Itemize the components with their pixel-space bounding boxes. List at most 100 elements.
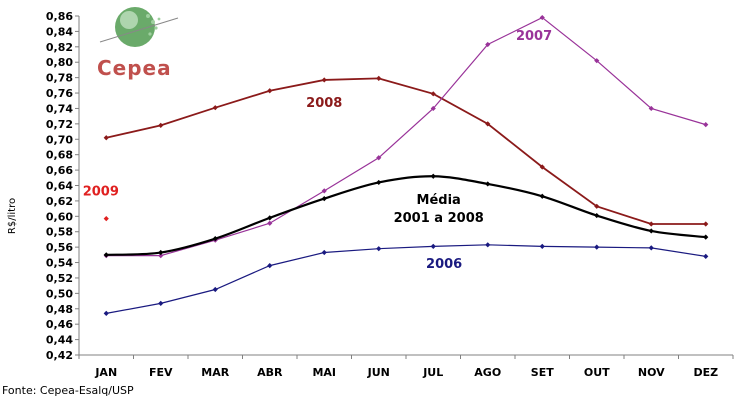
cepea-logo: Cepea	[97, 7, 179, 80]
data-point	[376, 246, 382, 252]
data-point	[485, 41, 491, 48]
x-tick-label: JUN	[367, 366, 390, 379]
y-tick-label: 0,86	[46, 10, 73, 23]
series-line	[106, 175, 706, 256]
y-tick-label: 0,42	[46, 349, 73, 362]
data-point	[485, 121, 491, 127]
y-axis-label: R$/litro	[7, 198, 18, 234]
data-point	[321, 249, 327, 256]
x-tick-label: AGO	[474, 366, 501, 379]
x-tick-label: JAN	[94, 366, 117, 379]
data-point	[539, 243, 545, 249]
series-2009	[103, 216, 109, 222]
data-point	[594, 212, 600, 219]
data-point	[648, 221, 654, 227]
logo-text: Cepea	[97, 56, 172, 80]
y-tick-label: 0,70	[46, 133, 73, 146]
x-tick-label: SET	[531, 366, 554, 379]
data-point	[158, 122, 164, 129]
data-point	[103, 216, 109, 222]
y-tick-label: 0,76	[46, 87, 73, 100]
data-point	[703, 234, 709, 240]
data-point	[485, 242, 491, 248]
data-point	[539, 164, 545, 170]
series-label-2009: 2009	[83, 185, 119, 200]
data-point	[267, 88, 273, 94]
y-tick-label: 0,64	[46, 180, 73, 193]
x-axis: JAN FEV MAR ABR MAI JUN JUL AGO SET OUT NOV DEZ	[78, 355, 734, 379]
x-tick-label: MAR	[201, 366, 229, 379]
data-point	[430, 173, 436, 179]
y-axis: 0,42 0,44 0,46 0,48 0,50 0,52 0,54 0,56 0,58 0,60…	[46, 10, 79, 362]
series-label-2008: 2008	[306, 96, 342, 111]
data-point	[430, 105, 436, 112]
data-point	[594, 58, 600, 64]
series-line	[106, 244, 706, 314]
series-labels: 2008 2007 2006 2009 Média 2001 a 2008	[83, 29, 552, 272]
data-point	[158, 249, 164, 256]
data-point	[158, 253, 164, 259]
y-tick-label: 0,74	[46, 102, 73, 115]
x-tick-label: OUT	[584, 366, 610, 379]
data-point	[321, 195, 327, 202]
y-tick-label: 0,72	[46, 118, 73, 131]
data-point	[648, 105, 654, 112]
y-tick-label: 0,46	[46, 318, 73, 331]
series-2008	[103, 75, 709, 227]
series-line	[106, 77, 706, 225]
series-line	[106, 16, 706, 257]
data-point	[212, 105, 218, 111]
data-point	[648, 245, 654, 251]
data-point	[703, 253, 709, 259]
y-tick-label: 0,82	[46, 41, 73, 54]
data-point	[212, 236, 218, 242]
data-point	[267, 220, 273, 226]
data-point	[103, 310, 109, 316]
data-point	[594, 244, 600, 250]
series-group	[103, 14, 709, 316]
data-point	[267, 263, 273, 269]
data-point	[321, 188, 327, 194]
x-tick-label: JUL	[422, 366, 443, 379]
data-point	[321, 77, 327, 83]
y-tick-label: 0,48	[46, 303, 73, 316]
data-point	[158, 300, 164, 306]
x-tick-label: NOV	[638, 366, 665, 379]
y-tick-label: 0,60	[46, 210, 73, 223]
data-point	[539, 193, 545, 199]
y-tick-label: 0,62	[46, 195, 73, 208]
x-tick-label: DEZ	[693, 366, 718, 379]
y-tick-label: 0,52	[46, 272, 73, 285]
media-annotation-line: 2001 a 2008	[394, 211, 484, 226]
plot-axes	[78, 16, 733, 356]
data-point	[212, 286, 218, 293]
data-point	[703, 221, 709, 227]
data-point	[594, 203, 600, 209]
y-tick-label: 0,84	[46, 25, 73, 38]
data-point	[103, 252, 109, 258]
media-annotation-line: Média	[417, 193, 461, 208]
y-tick-label: 0,66	[46, 164, 73, 177]
data-point	[103, 135, 109, 141]
globe-icon	[99, 7, 179, 47]
y-tick-label: 0,78	[46, 72, 73, 85]
data-point	[648, 228, 654, 234]
y-tick-label: 0,56	[46, 241, 73, 254]
data-point	[376, 179, 382, 186]
x-tick-label: FEV	[149, 366, 173, 379]
y-tick-label: 0,58	[46, 226, 73, 239]
data-point	[376, 75, 382, 82]
y-tick-label: 0,54	[46, 257, 73, 270]
y-tick-label: 0,50	[46, 287, 73, 300]
data-point	[267, 215, 273, 221]
data-point	[430, 91, 436, 97]
y-tick-label: 0,68	[46, 149, 73, 162]
series-label-2007: 2007	[516, 29, 552, 44]
data-point	[485, 181, 491, 187]
y-tick-label: 0,80	[46, 56, 73, 69]
data-point	[430, 243, 436, 249]
series-2006	[103, 242, 709, 316]
series-label-2006: 2006	[426, 257, 462, 272]
data-point	[376, 155, 382, 161]
